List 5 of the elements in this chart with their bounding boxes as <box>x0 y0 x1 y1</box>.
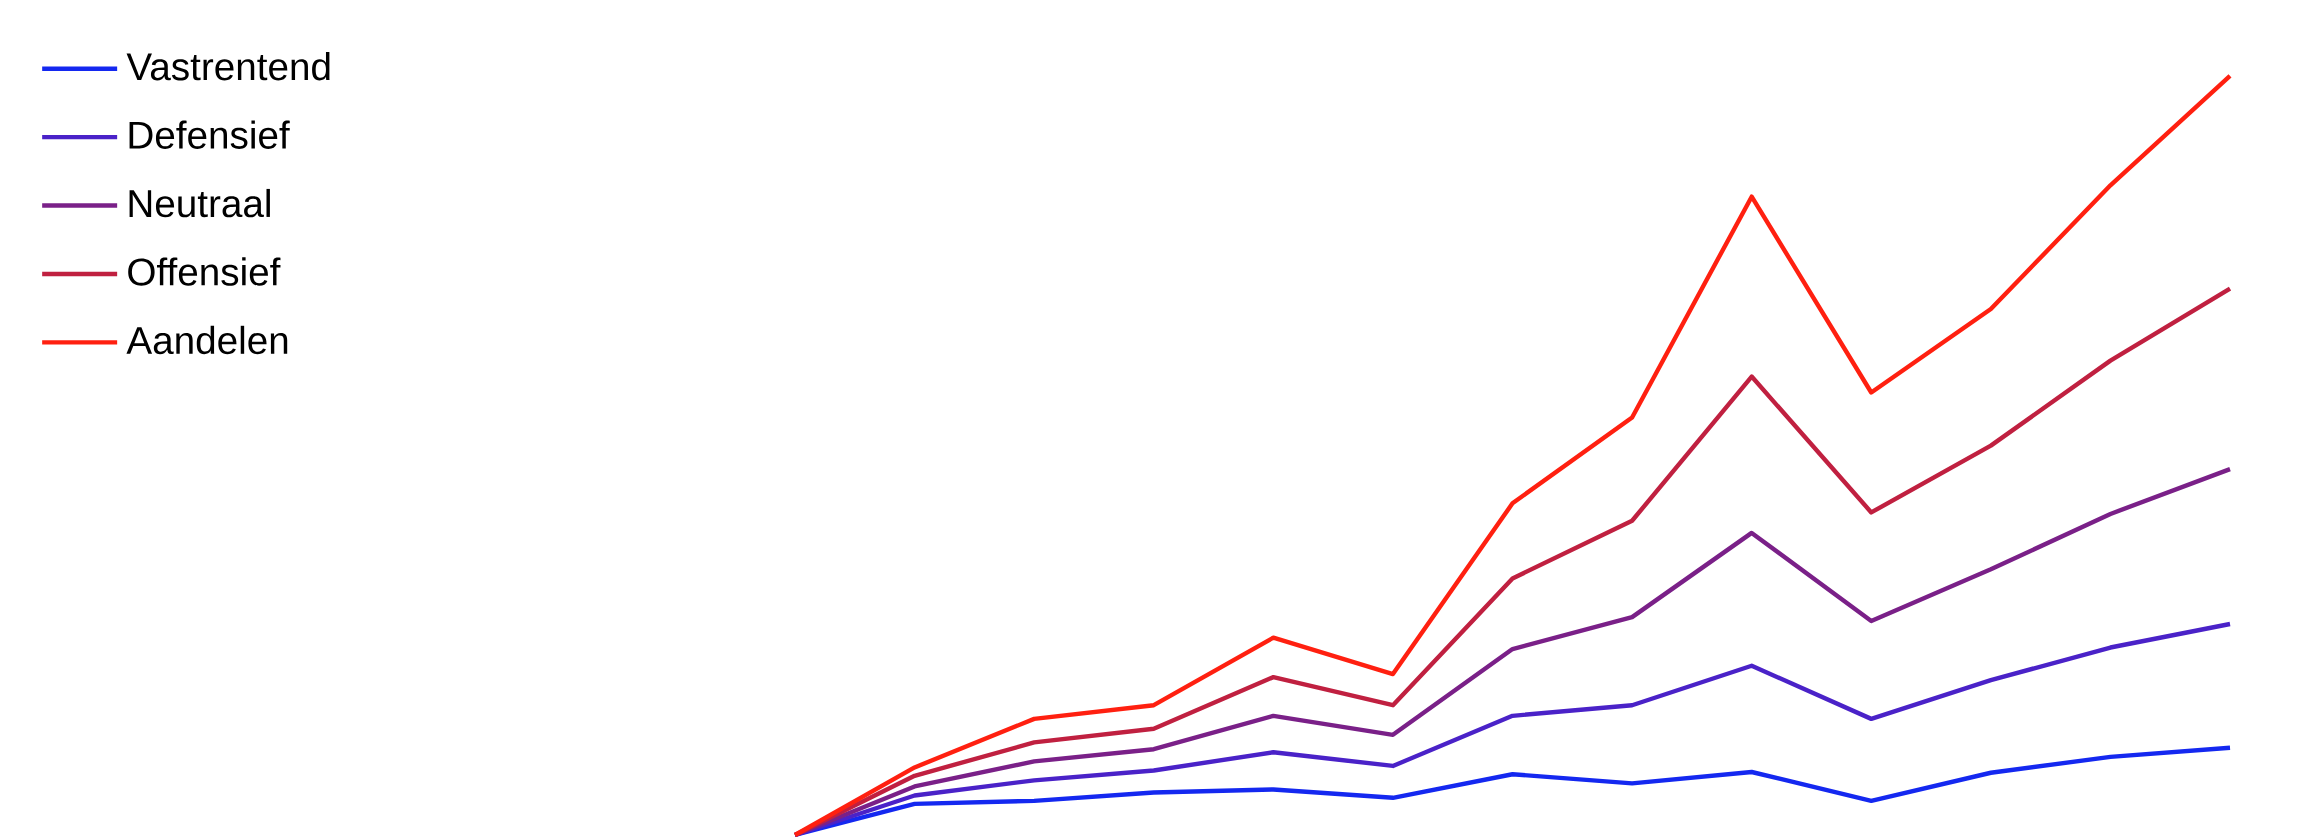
legend-label: Offensief <box>128 257 281 286</box>
legend-label: Aandelen <box>126 325 288 355</box>
legend-label: Vastrentend <box>126 52 330 81</box>
legend-label: Defensief <box>129 120 290 149</box>
legend-label: Neutraal <box>129 188 270 218</box>
